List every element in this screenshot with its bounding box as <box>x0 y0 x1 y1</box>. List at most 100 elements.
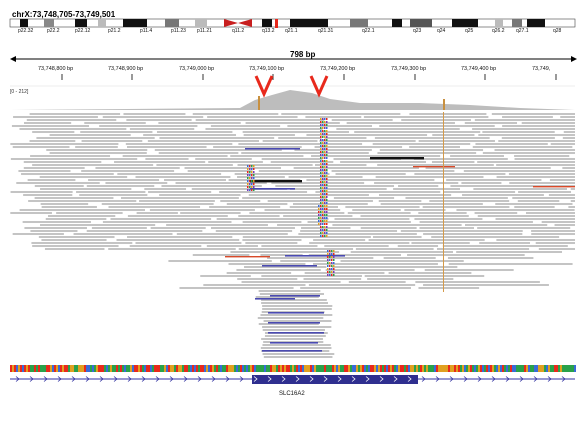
reference-base <box>184 365 186 372</box>
read <box>305 116 362 118</box>
read <box>179 287 294 289</box>
read <box>289 188 387 190</box>
mismatch-base <box>331 250 333 252</box>
mismatch-base <box>329 274 331 276</box>
read <box>287 125 372 127</box>
strand-arrow <box>407 376 412 382</box>
reference-base <box>492 365 494 372</box>
reference-base <box>344 365 346 372</box>
mismatch-base <box>322 139 324 141</box>
mismatch-base <box>247 180 249 182</box>
read <box>277 224 321 226</box>
mismatch-base <box>324 148 326 150</box>
mismatch-base <box>320 184 322 186</box>
reference-base <box>232 365 234 372</box>
mismatch-base <box>333 262 335 264</box>
reference-base <box>14 365 16 372</box>
mismatch-base <box>247 168 249 170</box>
read <box>372 143 471 145</box>
mismatch-base <box>322 136 324 138</box>
mismatch-base <box>326 151 328 153</box>
read <box>148 191 212 193</box>
read <box>110 218 212 220</box>
read <box>464 122 518 124</box>
reference-base <box>242 365 244 372</box>
coverage-track[interactable] <box>10 85 575 110</box>
mismatch-base <box>320 136 322 138</box>
reference-base <box>190 365 192 372</box>
mismatch-base <box>333 256 335 258</box>
read <box>407 254 525 256</box>
reference-sequence-track[interactable] <box>10 365 576 372</box>
reference-base <box>314 365 316 372</box>
read-highlight <box>270 295 320 297</box>
reference-base <box>544 365 546 372</box>
read <box>192 113 279 115</box>
reference-base <box>468 365 470 372</box>
mismatch-base <box>326 157 328 159</box>
mismatch-base <box>320 175 322 177</box>
chromosome-ideogram[interactable] <box>9 18 576 28</box>
reference-base <box>500 365 502 372</box>
reference-base <box>32 365 34 372</box>
mismatch-base <box>322 193 324 195</box>
read <box>456 251 563 253</box>
read <box>304 272 385 274</box>
mismatch-base <box>324 121 326 123</box>
read <box>300 287 411 289</box>
read <box>405 197 508 199</box>
read <box>477 227 571 229</box>
read <box>465 224 548 226</box>
read <box>23 161 102 163</box>
mismatch-base <box>320 169 322 171</box>
mismatch-base <box>253 183 255 185</box>
read <box>294 149 372 151</box>
reference-base <box>542 365 544 372</box>
read <box>261 158 323 160</box>
mismatch-base <box>324 193 326 195</box>
read <box>554 224 575 226</box>
read-highlight <box>250 188 295 190</box>
reference-base <box>222 365 224 372</box>
mismatch-base <box>320 181 322 183</box>
reference-base <box>182 365 184 372</box>
read-black <box>370 157 424 160</box>
read <box>334 218 410 220</box>
read <box>143 134 237 136</box>
reference-base <box>478 365 480 372</box>
read <box>372 236 422 238</box>
read <box>95 167 180 169</box>
read-alignments[interactable] <box>10 112 575 358</box>
ideogram-band-label: q24 <box>437 28 446 34</box>
mismatch-base <box>249 174 251 176</box>
read <box>461 182 502 184</box>
read <box>80 131 153 133</box>
read <box>261 338 323 340</box>
mismatch-base <box>251 186 253 188</box>
reference-base <box>488 365 490 372</box>
strand-arrow <box>365 376 370 382</box>
reference-base <box>402 365 404 372</box>
mismatch-base <box>333 253 335 255</box>
mismatch-base <box>247 189 249 191</box>
reference-base <box>518 365 520 372</box>
reference-base <box>490 365 492 372</box>
reference-base <box>80 365 82 372</box>
read <box>331 170 455 172</box>
read <box>49 134 131 136</box>
read <box>187 170 253 172</box>
read <box>378 200 422 202</box>
mismatch-base <box>324 208 326 210</box>
read <box>219 191 308 193</box>
read <box>324 245 389 247</box>
mismatch-base <box>326 148 328 150</box>
read <box>215 230 293 232</box>
ideogram-band-label: q11.2 <box>232 28 245 34</box>
mismatch-base <box>322 124 324 126</box>
gene-track[interactable] <box>10 375 575 384</box>
mismatch-base <box>320 235 322 237</box>
read <box>278 137 322 139</box>
read <box>570 188 575 190</box>
reference-base <box>384 365 386 372</box>
